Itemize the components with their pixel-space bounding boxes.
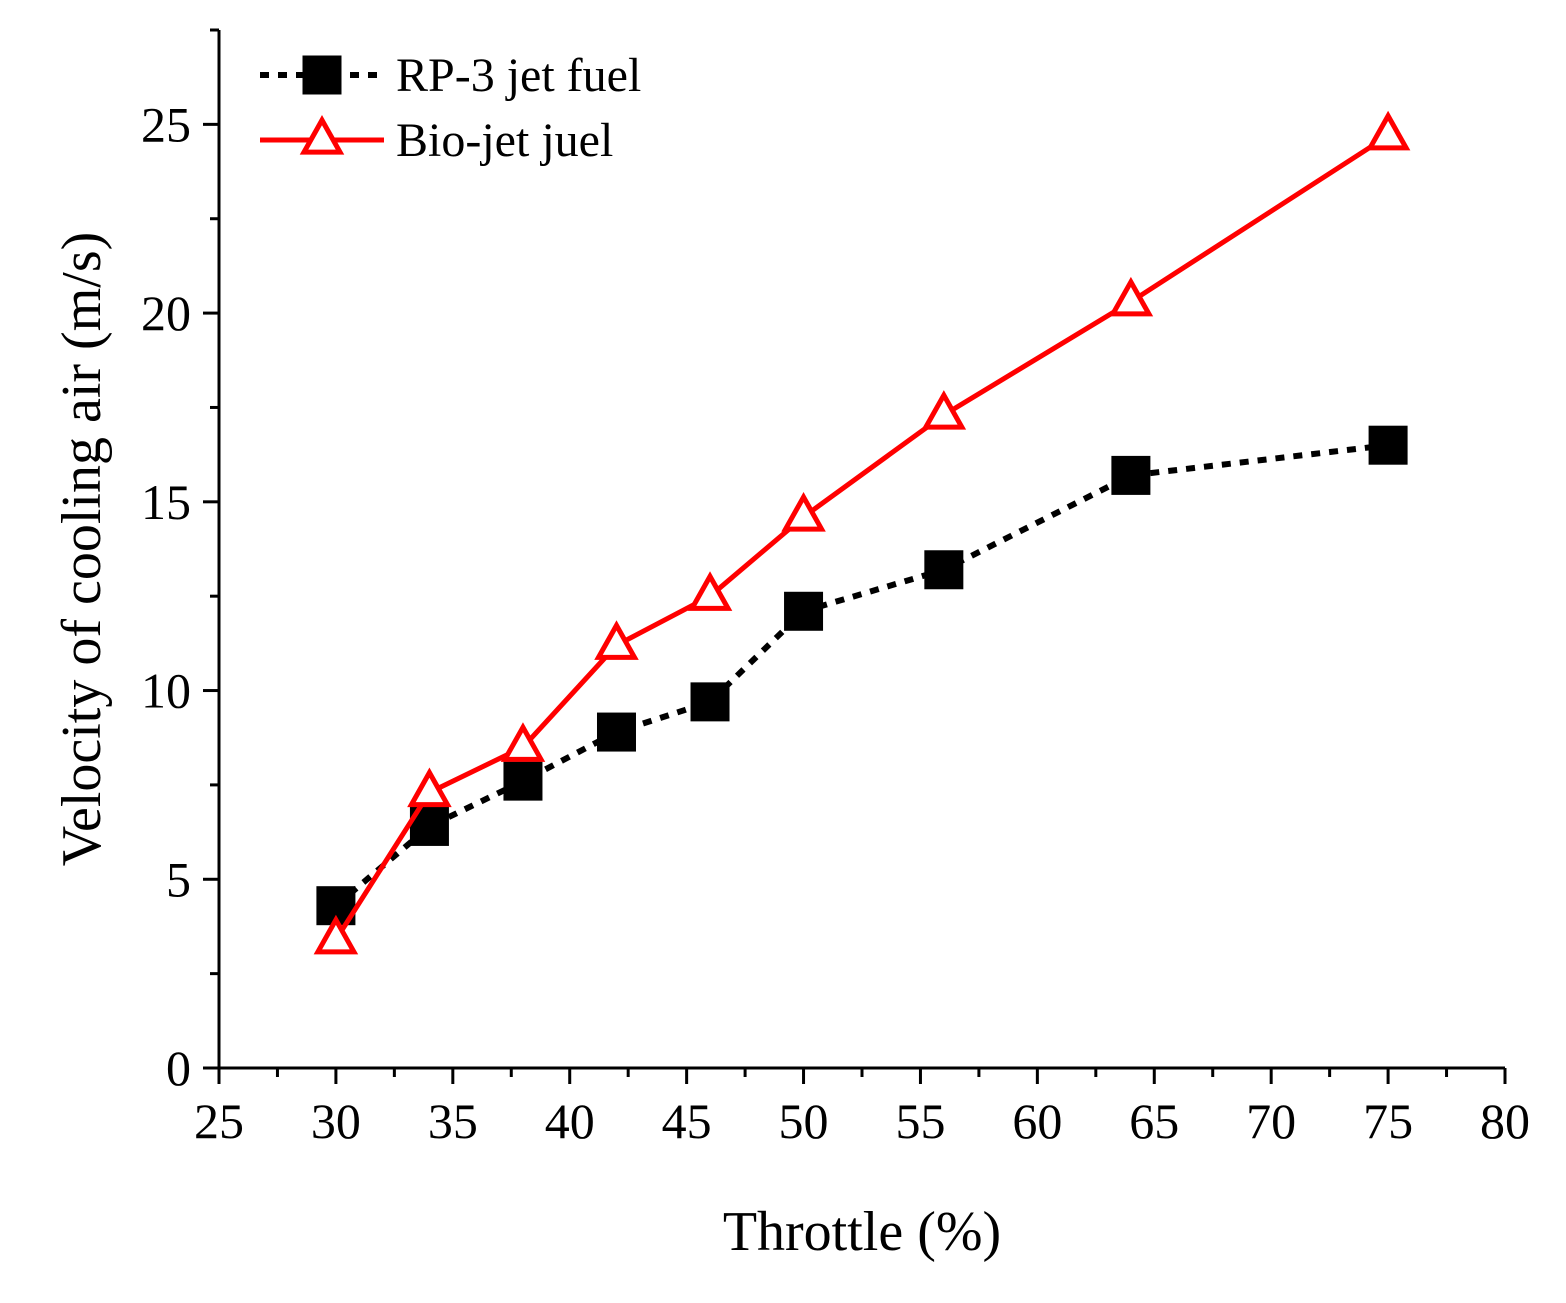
data-point [596,712,636,752]
data-point [781,491,826,532]
data-point [1365,110,1411,151]
data-point [407,767,452,808]
axes: 25 30 35 40 45 50 55 60 65 70 75 80 0 5 10 15 20 25 [141,28,1530,1149]
x-tick-label: 30 [311,1093,361,1149]
legend-item-bio-jet-juel: Bio-jet juel [260,114,613,167]
y-tick-label: 20 [141,285,191,341]
y-tick-label: 0 [166,1040,191,1096]
x-tick-label: 40 [545,1093,595,1149]
x-tick-label: 50 [779,1093,829,1149]
series-rp3-jet-fuel [316,425,1408,926]
x-axis-title: Throttle (%) [723,1201,1001,1263]
y-tick-label: 15 [141,474,191,530]
x-tick-label: 65 [1129,1093,1179,1149]
data-point [784,591,824,631]
data-point [687,571,733,611]
data-point [1368,425,1408,465]
series-line [333,442,1389,908]
data-point [690,682,730,722]
legend-label: Bio-jet juel [396,114,613,167]
series-line [333,133,1390,942]
x-tick-label: 80 [1480,1093,1530,1149]
x-tick-label: 70 [1246,1093,1296,1149]
x-tick-label: 75 [1363,1093,1413,1149]
data-point [313,914,359,955]
data-point [500,722,546,762]
legend-marker [302,55,342,95]
data-point [1111,455,1151,495]
data-point [594,620,639,660]
x-tick-label: 25 [194,1093,244,1149]
x-tick-label: 60 [1012,1093,1062,1149]
x-tick-label: 45 [662,1093,712,1149]
y-axis-title: Velocity of cooling air (m/s) [51,232,113,867]
x-tick-label: 55 [895,1093,945,1149]
series-layer [313,110,1411,955]
data-point [924,550,964,590]
y-tick-label: 10 [141,663,191,719]
data-point [921,390,967,430]
legend-marker [299,115,345,155]
y-tick-label: 5 [166,851,191,907]
data-point [1108,276,1154,317]
data-point [503,761,543,801]
x-tick-label: 35 [428,1093,478,1149]
series-bio-jet-juel [313,110,1411,955]
legend: RP-3 jet fuel Bio-jet juel [260,49,641,167]
legend-label: RP-3 jet fuel [396,49,641,102]
legend-item-rp3-jet-fuel: RP-3 jet fuel [260,49,641,102]
y-tick-label: 25 [141,96,191,152]
